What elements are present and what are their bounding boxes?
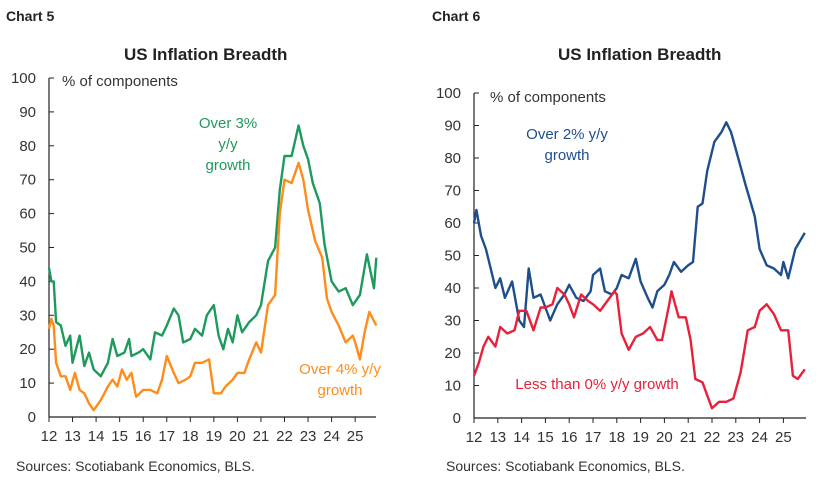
chart5-x-tick-label: 14 xyxy=(88,428,105,445)
chart6-number: Chart 6 xyxy=(432,8,481,24)
chart5-title: US Inflation Breadth xyxy=(124,45,288,64)
chart6-series-0-line xyxy=(472,121,806,329)
chart6-y-tick-label: 40 xyxy=(444,280,461,297)
chart5-source: Sources: Scotiabank Economics, BLS. xyxy=(16,458,255,474)
chart5-x-tick-label: 16 xyxy=(135,428,152,445)
chart5-x-tick-label: 25 xyxy=(347,428,364,445)
chart5-series-1-label: growth xyxy=(317,382,362,399)
chart6-y-tick-label: 50 xyxy=(444,248,461,265)
chart5-x-tick-label: 12 xyxy=(41,428,58,445)
chart5-x-tick-label: 20 xyxy=(229,428,246,445)
chart6-source: Sources: Scotiabank Economics, BLS. xyxy=(446,458,685,474)
chart5-y-tick-label: 80 xyxy=(19,138,36,155)
chart6-x-tick-label: 13 xyxy=(489,429,506,446)
chart5-y-tick-label: 60 xyxy=(19,206,36,223)
chart5-series-1-line xyxy=(47,161,378,412)
chart5-number: Chart 5 xyxy=(6,8,55,24)
chart6-x-tick-label: 18 xyxy=(608,429,625,446)
chart5-x-tick-label: 22 xyxy=(276,428,293,445)
chart6-title: US Inflation Breadth xyxy=(558,45,722,64)
chart6-x-tick-label: 25 xyxy=(775,429,792,446)
chart5-series-1-label: Over 4% y/y xyxy=(299,361,381,378)
chart6-x-tick-label: 21 xyxy=(680,429,697,446)
chart5-x-tick-label: 23 xyxy=(300,428,317,445)
chart6-x-tick-label: 16 xyxy=(561,429,578,446)
chart5-series-0-label: growth xyxy=(205,157,250,174)
chart5-y-tick-label: 50 xyxy=(19,240,36,257)
chart5-series-0-label: y/y xyxy=(218,136,238,153)
chart6-y-tick-label: 30 xyxy=(444,313,461,330)
chart6-series-0-label: Over 2% y/y xyxy=(526,126,608,143)
chart5-y-tick-label: 10 xyxy=(19,375,36,392)
chart6-y-tick-label: 60 xyxy=(444,215,461,232)
chart5-y-tick-label: 0 xyxy=(28,409,36,426)
chart6-y-tick-label: 100 xyxy=(436,85,461,102)
chart5-y-tick-label: 40 xyxy=(19,273,36,290)
chart5-x-tick-label: 13 xyxy=(64,428,81,445)
chart5-x-tick-label: 17 xyxy=(158,428,175,445)
chart6-y-tick-label: 20 xyxy=(444,345,461,362)
chart5-x-tick-label: 19 xyxy=(206,428,223,445)
chart6-series-0-label: growth xyxy=(544,147,589,164)
chart6-y-tick-label: 0 xyxy=(453,410,461,427)
chart5-y-tick-label: 20 xyxy=(19,341,36,358)
chart5-y-tick-label: 70 xyxy=(19,172,36,189)
chart5-x-tick-label: 24 xyxy=(323,428,340,445)
chart6-x-tick-label: 12 xyxy=(466,429,483,446)
chart6-y-tick-label: 10 xyxy=(444,378,461,395)
chart6-y-tick-label: 90 xyxy=(444,118,461,135)
chart6-x-tick-label: 15 xyxy=(537,429,554,446)
chart6-y-tick-label: 70 xyxy=(444,183,461,200)
chart5-y-tick-label: 90 xyxy=(19,104,36,121)
chart5-x-tick-label: 18 xyxy=(182,428,199,445)
chart5-x-tick-label: 15 xyxy=(111,428,128,445)
chart5-series-0-line xyxy=(47,124,378,378)
chart5-series-0-label: Over 3% xyxy=(199,115,257,132)
chart6-x-tick-label: 19 xyxy=(632,429,649,446)
chart6-y-axis-label: % of components xyxy=(490,89,606,106)
chart5-x-tick-label: 21 xyxy=(253,428,270,445)
chart6-x-tick-label: 14 xyxy=(513,429,530,446)
chart6-x-tick-label: 22 xyxy=(704,429,721,446)
chart6-x-tick-label: 17 xyxy=(585,429,602,446)
chart6-x-tick-label: 24 xyxy=(751,429,768,446)
chart6-series-1-label: Less than 0% y/y growth xyxy=(515,376,678,393)
chart5-y-tick-label: 100 xyxy=(11,70,36,87)
chart6-series-1-line xyxy=(472,286,806,410)
chart6-y-tick-label: 80 xyxy=(444,150,461,167)
chart6-x-tick-label: 23 xyxy=(727,429,744,446)
chart5-y-axis-label: % of components xyxy=(62,73,178,90)
chart5-y-tick-label: 30 xyxy=(19,307,36,324)
chart6-x-tick-label: 20 xyxy=(656,429,673,446)
